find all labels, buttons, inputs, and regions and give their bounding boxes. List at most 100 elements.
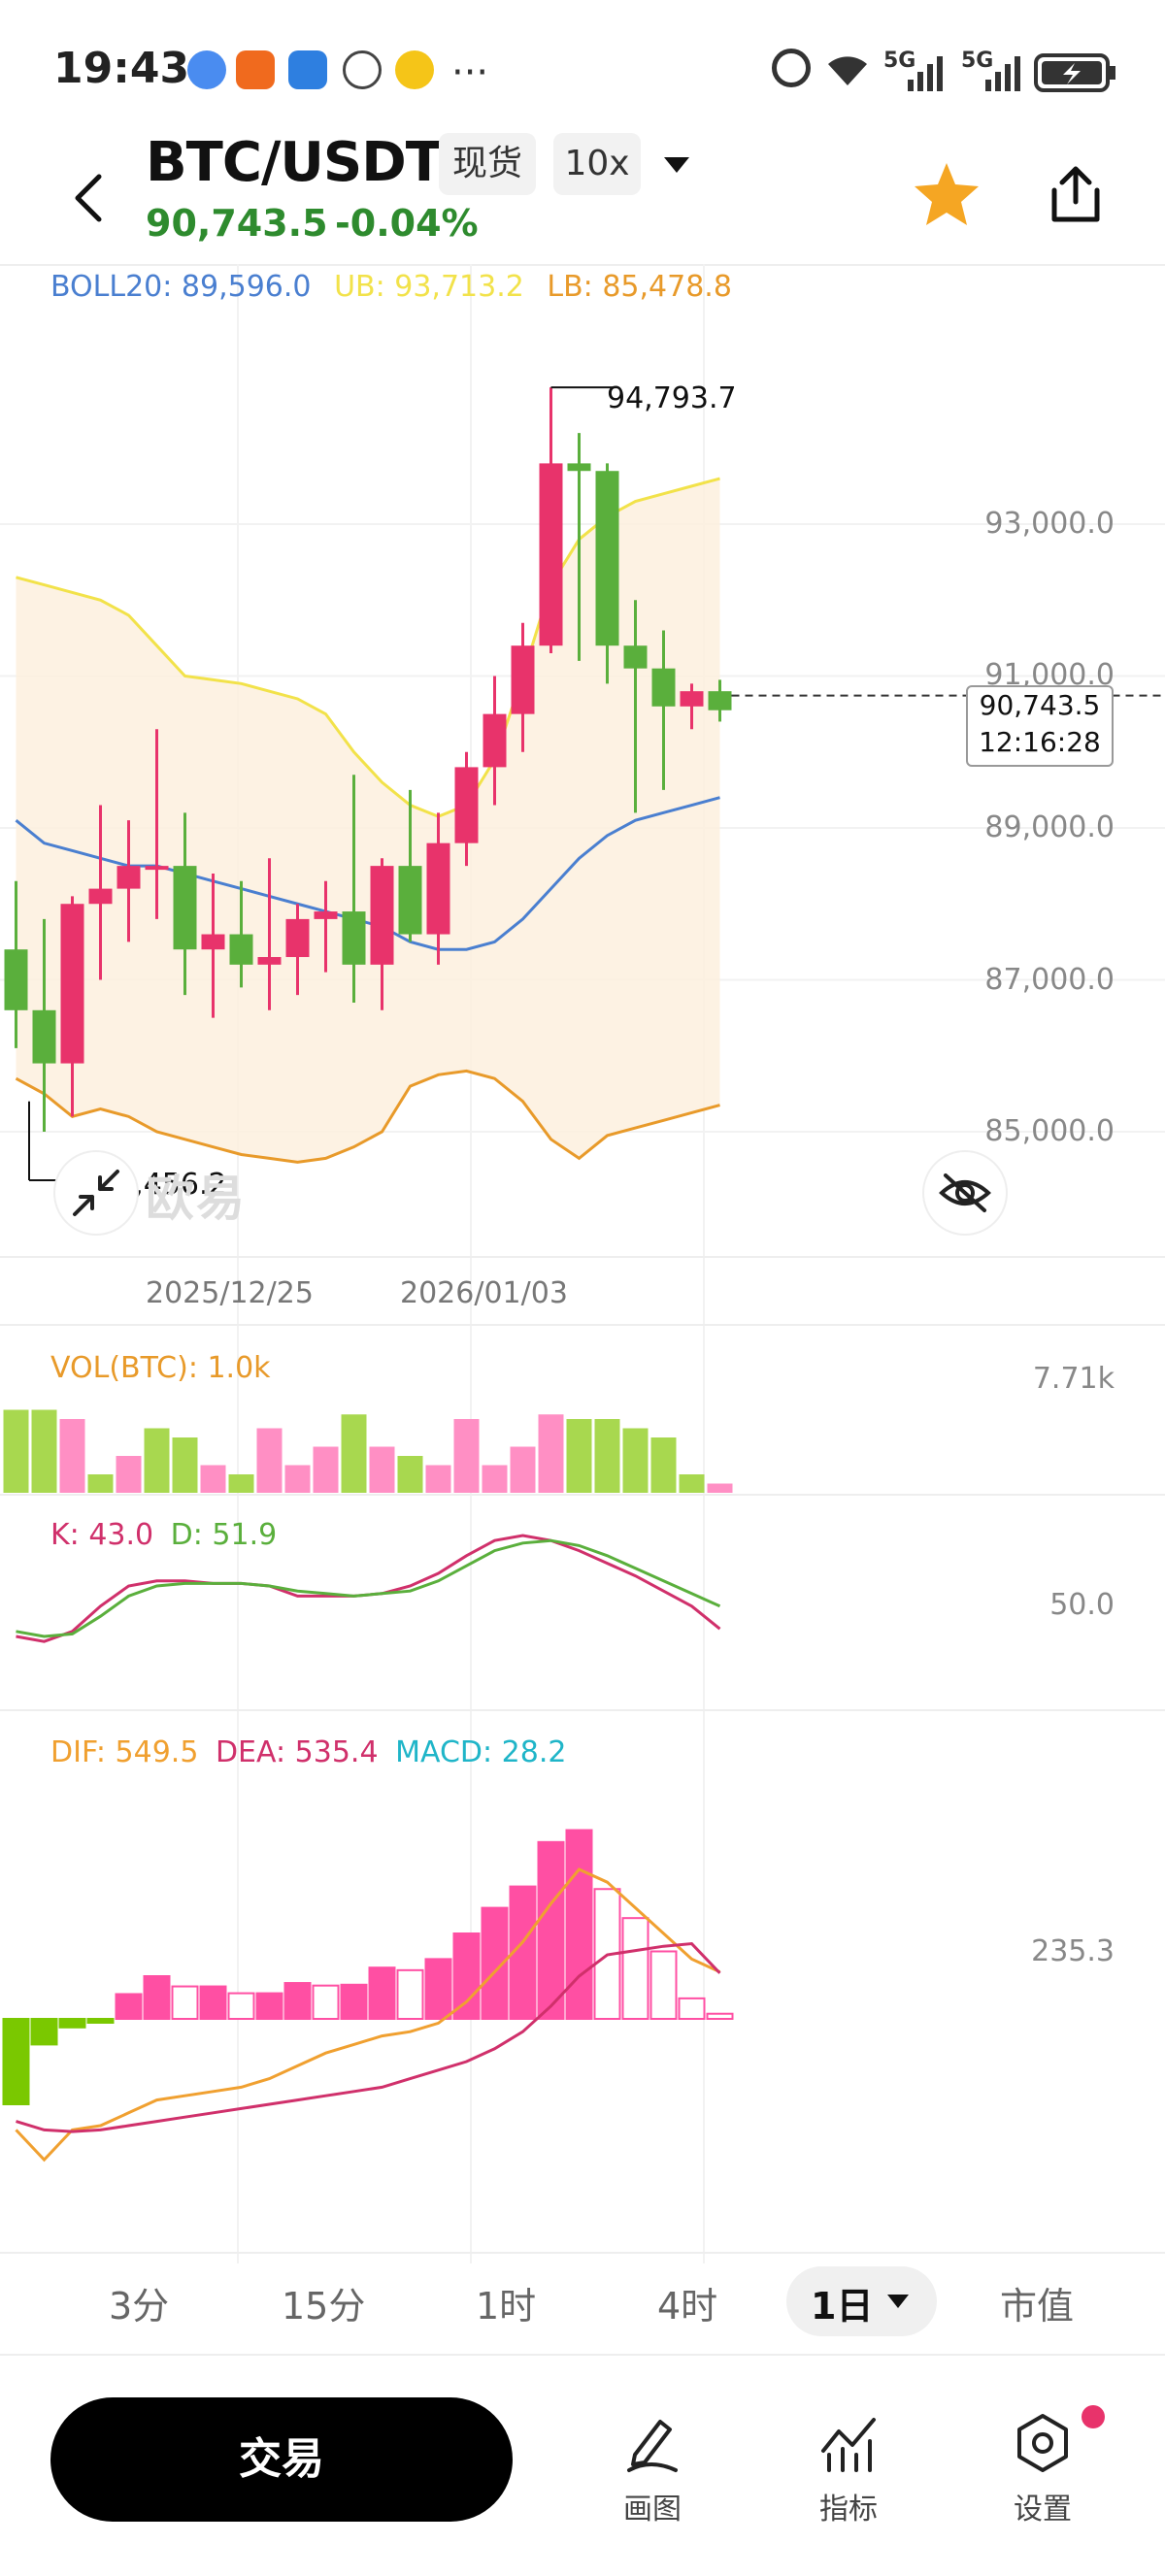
macd-histogram-bar [199, 1985, 227, 2021]
back-arrow-icon[interactable] [70, 173, 109, 223]
candle-countdown: 12:16:28 [979, 726, 1101, 758]
x-tick: 2025/12/25 [146, 1276, 314, 1310]
volume-bar [679, 1474, 705, 1493]
signal-5g-label: 5G [961, 49, 994, 73]
tab-4h[interactable]: 4时 [657, 2285, 718, 2328]
macd-histogram-bar [58, 2018, 86, 2029]
candle-body [88, 888, 113, 905]
macd-histogram-bar [171, 1985, 199, 2021]
draw-label[interactable]: 画图 [623, 2493, 682, 2526]
volume-legend: VOL(BTC): 1.0k [50, 1351, 271, 1385]
candle-body [314, 911, 338, 919]
candle-body [4, 949, 28, 1010]
bottom-bar [0, 2354, 1165, 2576]
tab-3m[interactable]: 3分 [109, 2285, 170, 2328]
tab-selected-pill [786, 2266, 937, 2336]
status-time: 19:43 [53, 44, 190, 93]
boll-mid-legend: BOLL20: 89,596.0 [50, 270, 312, 304]
hide-indicators-button[interactable] [922, 1150, 1008, 1236]
volume-bar [425, 1465, 451, 1493]
candle-body [285, 918, 310, 958]
candle-body [370, 866, 394, 965]
macd-histogram-bar [368, 1966, 396, 2020]
settings-hex-icon[interactable] [1012, 2412, 1074, 2474]
candle-body [511, 645, 535, 714]
y-tick: 93,000.0 [984, 507, 1115, 541]
tab-15m[interactable]: 15分 [282, 2285, 366, 2328]
macd-histogram-bar [30, 2018, 58, 2046]
macd-histogram-bar [340, 1983, 368, 2021]
candle-body [567, 463, 591, 472]
macd-histogram-bar [86, 2018, 115, 2024]
volume-bar [3, 1409, 29, 1493]
macd-histogram-bar [283, 1982, 312, 2021]
indicators-label[interactable]: 指标 [819, 2493, 878, 2526]
indicators-icon[interactable] [817, 2412, 880, 2474]
more-notifications-icon: ··· [451, 50, 489, 95]
y-tick: 87,000.0 [984, 963, 1115, 997]
candle-body [454, 767, 479, 843]
cell-signal-icon [908, 56, 943, 91]
candle-body [398, 866, 422, 935]
volume-bar [369, 1446, 395, 1493]
y-tick: 89,000.0 [984, 810, 1115, 844]
weather-icon [395, 50, 434, 89]
collapse-chart-button[interactable] [53, 1150, 139, 1236]
alarm-icon [772, 49, 811, 87]
pair-title[interactable]: BTC/USDT [146, 131, 443, 194]
app-notification-icon [343, 50, 382, 89]
market-type-badge[interactable]: 现货 [439, 133, 536, 195]
macd-histogram-bar [678, 1997, 706, 2021]
wifi-icon [828, 56, 867, 85]
candle-body [426, 842, 450, 935]
candle-body [623, 645, 648, 669]
price-change-pct: -0.04% [335, 202, 479, 245]
candle-body [680, 691, 704, 707]
app-notification-icon [187, 50, 226, 89]
macd-histogram-bar [706, 2012, 734, 2020]
tab-market-cap[interactable]: 市值 [1000, 2285, 1075, 2328]
trade-button[interactable]: 交易 [50, 2397, 513, 2522]
boll-band-fill [16, 479, 720, 1163]
candle-body [708, 691, 732, 710]
battery-icon [1034, 53, 1115, 92]
volume-bar [650, 1437, 677, 1493]
x-tick: 2026/01/03 [400, 1276, 568, 1310]
cell-signal-icon [985, 56, 1020, 91]
kline-chart-area[interactable] [0, 264, 1165, 2263]
volume-bar [594, 1419, 620, 1493]
candle-body [595, 471, 619, 646]
volume-bar [228, 1474, 254, 1493]
macd-histogram-bar [649, 1950, 678, 2020]
draw-pen-icon[interactable] [621, 2412, 683, 2474]
favorite-star-icon[interactable] [913, 161, 981, 227]
candle-body [651, 668, 676, 707]
pair-dropdown-icon[interactable] [662, 155, 691, 175]
tab-dropdown-icon[interactable] [885, 2293, 911, 2310]
boll-lb-line [15, 1069, 720, 1164]
macd-histogram-bar [312, 1984, 340, 2021]
settings-label[interactable]: 设置 [1014, 2493, 1072, 2526]
status-bar: 19:43 ··· 5G 5G [0, 0, 1165, 136]
macd-dea-line [16, 1942, 721, 2133]
tab-1d[interactable]: 1日 [811, 2285, 874, 2328]
tab-1h[interactable]: 1时 [476, 2285, 537, 2328]
macd-histogram-bar [255, 1992, 283, 2020]
macd-dea-legend: DEA: 535.4 [215, 1735, 379, 1769]
volume-y-tick: 7.71k [1032, 1362, 1115, 1396]
leverage-badge[interactable]: 10x [553, 133, 641, 195]
volume-bar [284, 1465, 311, 1493]
current-price-tag: 90,743.5 12:16:28 [966, 685, 1114, 767]
candle-body [173, 866, 197, 950]
high-price-label: 94,793.7 [607, 381, 737, 415]
volume-bar [116, 1456, 142, 1493]
volume-bar [144, 1428, 170, 1493]
last-price: 90,743.5 [146, 202, 328, 245]
macd-histogram-bar [396, 1968, 424, 2020]
candle-body [145, 866, 169, 871]
volume-bar [397, 1456, 423, 1493]
macd-histogram-bar [621, 1917, 649, 2021]
app-notification-icon [288, 50, 327, 89]
volume-bar [341, 1414, 367, 1493]
share-icon[interactable] [1047, 163, 1105, 225]
